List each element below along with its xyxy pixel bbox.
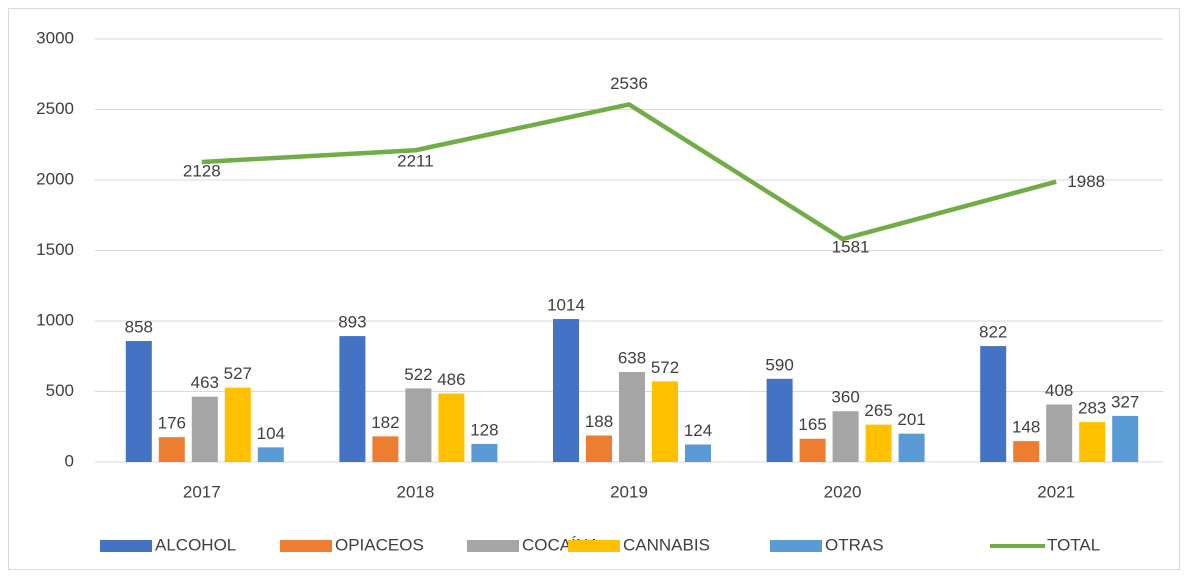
legend-swatch xyxy=(770,540,822,552)
bar xyxy=(471,443,498,462)
bar xyxy=(799,438,826,462)
bar xyxy=(832,411,859,462)
data-label: 1014 xyxy=(547,296,585,315)
legend-swatch xyxy=(568,540,620,552)
data-label: 590 xyxy=(765,355,793,374)
line xyxy=(201,102,1057,242)
data-label: 527 xyxy=(224,364,252,383)
data-label: 893 xyxy=(338,313,366,332)
bar xyxy=(1079,422,1106,462)
data-label: 1581 xyxy=(832,238,870,257)
x-tick-label: 2017 xyxy=(183,482,221,501)
data-label: 360 xyxy=(831,388,859,407)
legend-swatch xyxy=(467,540,519,552)
data-label: 1988 xyxy=(1067,172,1105,191)
bar xyxy=(438,393,465,462)
data-label: 128 xyxy=(470,420,498,439)
bar xyxy=(619,372,645,462)
legend-label: CANNABIS xyxy=(623,535,710,554)
bar xyxy=(766,378,793,462)
bar xyxy=(980,346,1007,462)
data-label: 572 xyxy=(651,358,679,377)
bar xyxy=(865,424,892,462)
data-label: 822 xyxy=(979,323,1007,342)
bar xyxy=(125,341,152,462)
legend-label: TOTAL xyxy=(1047,535,1100,554)
data-label: 148 xyxy=(1012,418,1040,437)
legend-swatch xyxy=(100,540,152,552)
data-label: 2211 xyxy=(397,152,434,171)
data-label: 182 xyxy=(371,413,399,432)
x-tick-label: 2019 xyxy=(610,482,648,501)
bar xyxy=(191,396,218,462)
legend-label: OPIACEOS xyxy=(335,535,424,554)
data-label: 463 xyxy=(191,373,219,392)
y-tick-label: 3000 xyxy=(36,28,74,47)
bar xyxy=(685,444,711,462)
bar xyxy=(405,388,432,462)
data-label: 638 xyxy=(618,349,646,368)
data-label: 2128 xyxy=(183,161,221,180)
bar xyxy=(224,387,251,462)
x-tick-label: 2021 xyxy=(1037,482,1075,501)
bar xyxy=(898,433,925,462)
bar xyxy=(257,447,284,462)
legend-label: OTRAS xyxy=(825,535,884,554)
bar xyxy=(652,381,678,462)
data-label: 283 xyxy=(1078,399,1106,418)
data-label: 176 xyxy=(158,414,186,433)
data-label: 408 xyxy=(1045,381,1073,400)
y-tick-label: 1500 xyxy=(36,240,74,259)
data-label: 265 xyxy=(864,401,892,420)
y-tick-label: 1000 xyxy=(36,310,74,329)
data-label: 327 xyxy=(1111,392,1139,411)
bar xyxy=(1046,404,1073,462)
bar xyxy=(1013,441,1040,462)
data-label: 165 xyxy=(798,415,826,434)
bar xyxy=(1112,415,1139,462)
y-tick-label: 0 xyxy=(65,451,74,470)
data-label: 201 xyxy=(897,410,925,429)
bar xyxy=(372,436,399,462)
data-label: 124 xyxy=(684,421,712,440)
bar xyxy=(553,319,579,462)
bar xyxy=(339,336,366,462)
bar xyxy=(586,435,612,462)
y-tick-label: 2000 xyxy=(36,169,74,188)
x-tick-label: 2020 xyxy=(824,482,862,501)
chart-border xyxy=(8,8,1180,570)
y-tick-label: 2500 xyxy=(36,99,74,118)
data-label: 486 xyxy=(437,370,465,389)
legend-label: ALCOHOL xyxy=(155,535,236,554)
data-label: 188 xyxy=(585,412,613,431)
bar xyxy=(158,437,185,462)
y-tick-label: 500 xyxy=(46,381,74,400)
data-label: 104 xyxy=(257,424,285,443)
legend-swatch xyxy=(280,540,332,552)
data-label: 522 xyxy=(404,365,432,384)
data-label: 858 xyxy=(125,318,153,337)
x-tick-label: 2018 xyxy=(396,482,434,501)
data-label: 2536 xyxy=(610,74,648,93)
